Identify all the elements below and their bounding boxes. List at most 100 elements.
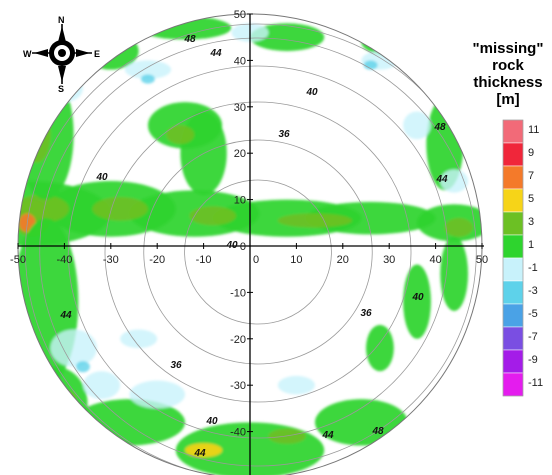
thickness-patch	[24, 113, 40, 137]
thickness-patch	[166, 125, 195, 144]
legend-label: -5	[528, 308, 538, 320]
thickness-patch	[305, 201, 436, 235]
compass-south-label: S	[58, 84, 64, 94]
x-tick-label: 30	[383, 254, 395, 266]
legend-title-line: "missing"	[472, 40, 544, 57]
contour-label: 44	[193, 448, 206, 459]
thickness-patch	[92, 197, 148, 221]
contour-label: 40	[95, 172, 108, 183]
contour-label: 36	[170, 360, 182, 371]
x-tick-label: -50	[10, 254, 26, 266]
x-tick-label: -30	[103, 254, 119, 266]
legend-swatch	[502, 165, 524, 190]
thickness-patch	[250, 23, 325, 52]
y-tick-label: 30	[234, 102, 246, 114]
legend-title: "missing" rock thickness [m]	[462, 40, 552, 108]
contour-label: 48	[433, 122, 446, 133]
y-tick-label: 50	[234, 9, 246, 21]
x-tick-label: 0	[253, 254, 259, 266]
legend-swatch	[502, 280, 524, 305]
thickness-patch	[45, 74, 83, 103]
legend-label: 11	[528, 124, 539, 136]
thickness-patch	[444, 218, 473, 237]
thickness-patch	[403, 111, 431, 140]
legend-swatch	[502, 303, 524, 328]
thickness-patch	[440, 236, 469, 311]
x-tick-label: 10	[290, 254, 302, 266]
legend-colorbar: 11 9 7 5 3 1 -1 -3 -5 -7 -9 -11	[502, 119, 543, 397]
thickness-patch	[314, 399, 408, 446]
thickness-patch	[403, 264, 431, 339]
thickness-patch	[50, 329, 97, 367]
y-tick-label: 0	[240, 241, 246, 253]
thickness-patch	[366, 324, 394, 372]
legend-label: 7	[528, 170, 534, 182]
legend-title-line: rock	[492, 57, 524, 74]
thickness-patch	[277, 375, 315, 395]
legend-swatch	[502, 326, 524, 351]
x-tick-label: -40	[56, 254, 72, 266]
legend-swatch	[502, 211, 524, 236]
contour-label: 48	[371, 426, 384, 437]
thickness-patch	[120, 329, 158, 349]
thickness-patch	[440, 169, 469, 193]
thickness-patch	[185, 443, 223, 458]
x-tick-label: 50	[476, 254, 488, 266]
contour-label: 40	[411, 292, 424, 303]
thickness-patch	[22, 366, 88, 441]
contour-label: 44	[209, 48, 222, 59]
compass-rose: N S E W	[23, 15, 100, 94]
x-tick-label: 20	[337, 254, 349, 266]
x-tick-label: -10	[196, 254, 212, 266]
compass-west-label: W	[23, 49, 32, 59]
contour-label: 36	[360, 308, 372, 319]
thickness-patch	[18, 69, 74, 200]
y-tick-label: 40	[234, 55, 246, 67]
y-tick-label: -10	[230, 287, 246, 299]
thickness-patch	[268, 428, 306, 444]
legend-label: 1	[528, 239, 534, 251]
thickness-patch	[76, 361, 90, 373]
thickness-patch	[82, 371, 121, 400]
legend-label: 5	[528, 193, 534, 205]
contour-label: 44	[321, 430, 334, 441]
thickness-patch	[52, 389, 76, 409]
contour-line	[184, 179, 332, 325]
thickness-patch	[189, 206, 237, 226]
contour-line	[25, 23, 482, 475]
legend-label: -11	[528, 377, 543, 389]
contour-label: 44	[435, 174, 448, 185]
contour-label: 40	[205, 416, 218, 427]
y-tick-label: 10	[234, 195, 246, 207]
thickness-patch	[363, 60, 378, 70]
thickness-patch	[129, 380, 186, 409]
y-tick-label: -20	[230, 334, 246, 346]
legend-swatch	[502, 188, 524, 213]
legend-title-line: thickness	[473, 74, 543, 91]
compass-north-label: N	[58, 15, 65, 25]
y-tick-label: -40	[230, 427, 246, 439]
legend-label: -7	[528, 331, 538, 343]
legend-label: -9	[528, 354, 538, 366]
y-tick-label: -30	[230, 380, 246, 392]
y-tick-label: 20	[234, 148, 246, 160]
legend-swatch	[502, 349, 524, 374]
contour-label: 40	[305, 87, 318, 98]
contour-label: 36	[278, 129, 290, 140]
compass-icon	[32, 24, 92, 84]
contour-label: 44	[59, 310, 72, 321]
contour-label: 48	[183, 34, 196, 45]
x-tick-label: 40	[429, 254, 441, 266]
contour-line	[104, 101, 412, 403]
legend-swatch	[502, 234, 524, 259]
contour-line	[143, 139, 373, 365]
thickness-patch	[140, 74, 155, 84]
legend-label: 9	[528, 147, 534, 159]
x-tick-label: -20	[149, 254, 165, 266]
legend-swatch	[502, 257, 524, 282]
legend-frame	[502, 119, 524, 397]
thickness-patch	[277, 213, 353, 228]
legend-label: 3	[528, 216, 534, 228]
legend-swatch	[502, 119, 524, 144]
